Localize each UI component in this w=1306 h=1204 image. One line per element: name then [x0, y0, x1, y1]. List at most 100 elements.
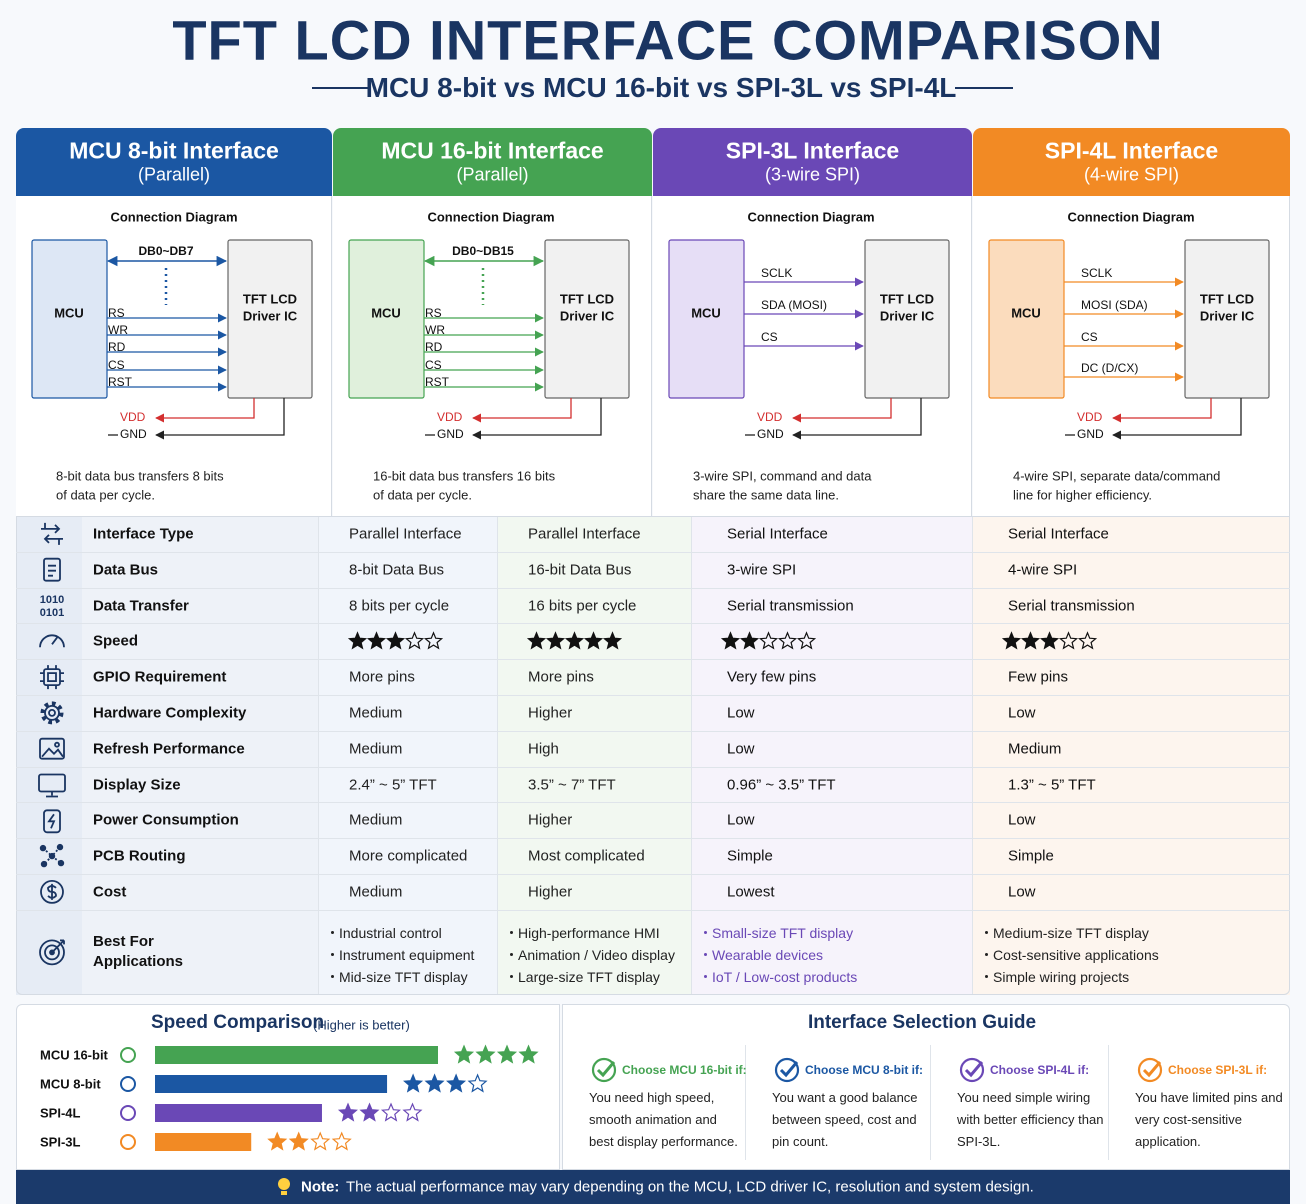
column-title: MCU 16-bit Interface [381, 137, 604, 164]
cell: Medium [349, 740, 403, 758]
table-border [16, 516, 1290, 995]
row-divider [16, 695, 1290, 696]
row-label: Refresh Performance [93, 740, 245, 758]
star-filled [545, 631, 566, 650]
star-filled [267, 1131, 288, 1151]
description: of data per cycle. [56, 487, 155, 503]
cell: More pins [349, 668, 415, 686]
ic-label: Driver IC [880, 308, 935, 323]
signal-label: RST [425, 375, 450, 389]
column-title: SPI-4L Interface [1044, 137, 1219, 164]
row-icon [39, 737, 65, 760]
cell: 2.4” ~ 5” TFT [349, 776, 437, 793]
speed-bar [155, 1046, 438, 1064]
cell: Low [1008, 704, 1036, 722]
icon-part [48, 709, 56, 717]
bullet [331, 975, 334, 979]
speed-icon [120, 1076, 136, 1092]
guide-text: You have limited pins and very cost-sens… [1135, 1090, 1283, 1149]
mcu-label: MCU [371, 305, 401, 320]
cell: More complicated [349, 847, 468, 865]
check-icon [591, 1057, 617, 1083]
icon-part [41, 522, 63, 545]
signal-label: CS [108, 358, 125, 372]
star-filled [359, 1102, 380, 1122]
row-divider [16, 659, 1290, 660]
guide-text: You need simple wiring with better effic… [957, 1090, 1104, 1149]
application: Small-size TFT display [712, 924, 854, 941]
cell: High [528, 740, 559, 758]
star-filled [337, 1102, 358, 1122]
star-empty [402, 1102, 423, 1122]
cell: More pins [528, 668, 594, 686]
check-icon [779, 1061, 799, 1078]
guide-text: You need high speed, smooth animation an… [589, 1090, 738, 1149]
mcu-box [348, 239, 425, 399]
star-empty [380, 1102, 401, 1122]
signal-label: RD [108, 340, 126, 354]
mcu-box [988, 239, 1065, 399]
star-filled [385, 631, 406, 650]
application: Industrial control [339, 924, 442, 941]
ic-box [1184, 239, 1270, 399]
value-column [318, 516, 497, 995]
cell: Low [1008, 811, 1036, 829]
icon-part [47, 883, 57, 900]
bullet [331, 931, 334, 935]
cell: Serial transmission [1008, 597, 1135, 614]
row-label: Speed [93, 632, 139, 650]
cell: Medium [349, 883, 403, 901]
icon-part [43, 809, 61, 834]
speed-icon [120, 1047, 136, 1063]
check-icon [1137, 1057, 1163, 1083]
guide-heading: Choose MCU 8-bit if: [805, 1063, 923, 1077]
guide-heading: Choose SPI-3L if: [1168, 1063, 1268, 1077]
cell: 8-bit Data Bus [349, 561, 445, 579]
column-header [973, 128, 1290, 196]
check-icon [596, 1061, 616, 1078]
note-label: Note: [301, 1178, 340, 1196]
bullet [704, 975, 707, 979]
mcu-box [668, 239, 745, 399]
icon-part [44, 705, 60, 721]
signal-label: RST [108, 375, 133, 389]
icon-part [39, 737, 65, 760]
star-rating [1001, 631, 1098, 650]
icon-part [46, 791, 58, 798]
icon-column [16, 516, 82, 995]
row-divider [16, 802, 1290, 803]
check-icon [959, 1057, 985, 1083]
cell: Parallel Interface [349, 525, 462, 543]
star-empty [777, 631, 798, 650]
cell: 1.3” ~ 5” TFT [1008, 776, 1096, 793]
star-filled [739, 631, 760, 650]
star-filled [475, 1044, 496, 1064]
vdd-line [1112, 398, 1212, 423]
speed-bar [155, 1104, 322, 1122]
cell: Parallel Interface [528, 525, 641, 543]
row-divider [16, 588, 1290, 589]
row-icon [40, 701, 64, 725]
row-label: GPIO Requirement [93, 668, 227, 686]
guide-divider [930, 1045, 931, 1160]
guide-divider [1108, 1045, 1109, 1160]
guide-heading: Choose SPI-4L if: [990, 1063, 1090, 1077]
cell: Low [727, 740, 755, 758]
diagram-title: Connection Diagram [110, 209, 237, 224]
row-label: Data Bus [93, 561, 159, 579]
star-filled [446, 1073, 467, 1093]
star-rating [267, 1131, 352, 1151]
star-empty [467, 1073, 488, 1093]
star-rating [403, 1073, 488, 1093]
gnd-line [1112, 398, 1242, 440]
cell: Higher [528, 704, 573, 722]
column-header [16, 128, 332, 196]
signal-label: CS [761, 330, 778, 344]
row-icon [38, 773, 66, 798]
star-filled [453, 1044, 475, 1064]
guide-divider [745, 1045, 746, 1160]
star-filled [518, 1044, 539, 1064]
star-filled [526, 631, 547, 650]
ic-label: Driver IC [1200, 308, 1255, 323]
icon-part [43, 557, 61, 582]
